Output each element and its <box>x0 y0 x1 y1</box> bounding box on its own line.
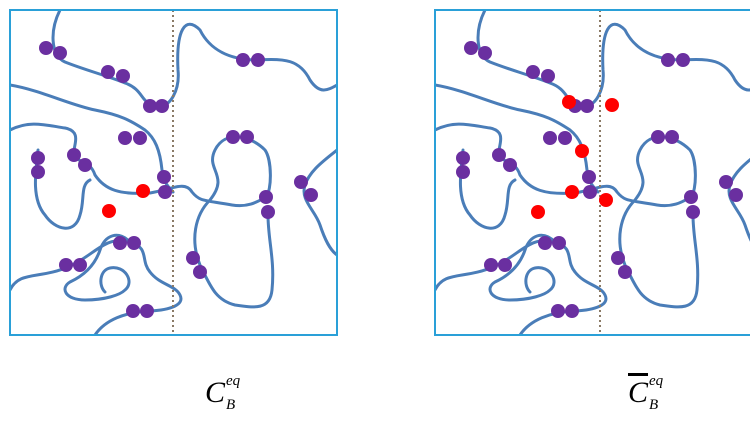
symbol: C <box>628 376 648 409</box>
panel <box>10 10 337 335</box>
subscript: B <box>226 398 235 413</box>
diagram-graphics <box>0 0 750 423</box>
subscript: B <box>649 398 658 413</box>
superscript: eq <box>226 374 240 389</box>
panel <box>435 10 750 335</box>
superscript: eq <box>649 374 663 389</box>
symbol: C <box>205 376 225 409</box>
diagram: CeqB CeqB <box>0 0 750 423</box>
